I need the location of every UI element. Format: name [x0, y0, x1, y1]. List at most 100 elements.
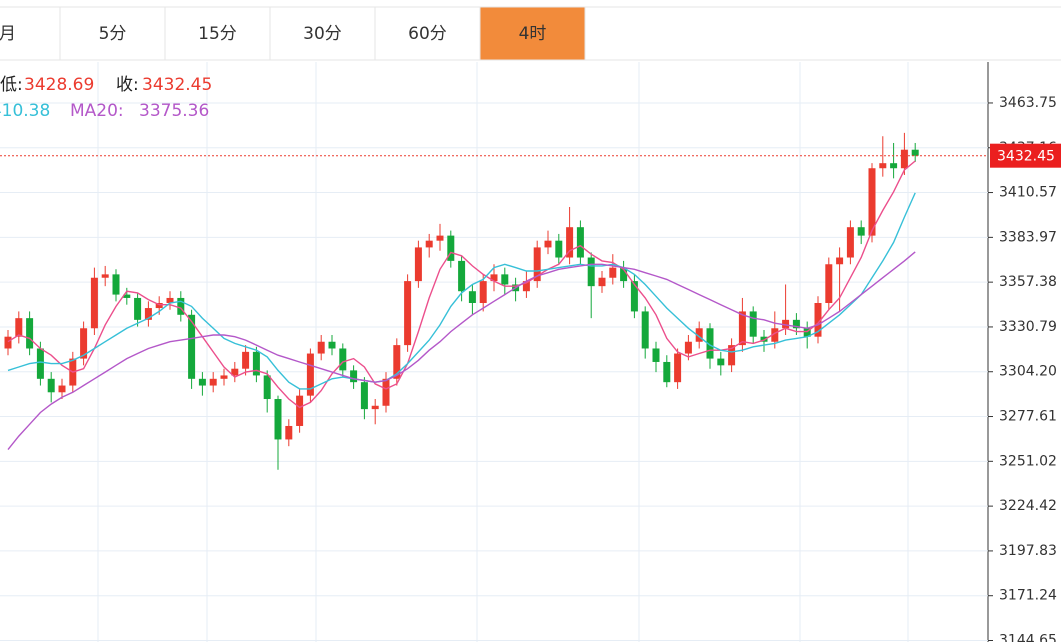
y-tick-label: 3383.97: [999, 229, 1057, 245]
candle-body: [771, 328, 779, 342]
candle-body: [911, 149, 919, 156]
candle-body: [458, 260, 466, 292]
candle-body: [296, 395, 304, 426]
candle-body: [80, 328, 88, 359]
candle-body: [134, 297, 142, 320]
candle-body: [123, 294, 131, 298]
tab-label[interactable]: 15分: [198, 24, 237, 44]
candle-body: [544, 240, 552, 248]
candle-body: [609, 267, 617, 278]
tab[interactable]: [374, 6, 481, 61]
candle-body: [760, 336, 768, 342]
ma-line: [7, 251, 916, 451]
candle-body: [825, 264, 833, 304]
candle-body: [414, 247, 422, 282]
y-tick-label: 3330.79: [999, 319, 1057, 335]
tab[interactable]: [269, 6, 376, 61]
candle-body: [188, 314, 196, 379]
candle-body: [738, 311, 746, 346]
tab-label[interactable]: 30分: [303, 24, 342, 44]
candle-body: [371, 405, 379, 410]
candle-body: [436, 235, 444, 241]
candle-body: [177, 297, 185, 315]
candle-body: [47, 378, 55, 393]
candle-body: [555, 240, 563, 258]
candle-body: [198, 378, 206, 386]
candle-body: [900, 149, 908, 169]
candle-body: [479, 281, 487, 304]
candle-body: [90, 277, 98, 329]
candle-body: [101, 274, 109, 278]
y-tick-label: 3410.57: [999, 185, 1057, 201]
candle-body: [641, 311, 649, 349]
candle-body: [879, 163, 887, 169]
candle-body: [4, 336, 12, 349]
candle-body: [522, 281, 530, 292]
candle-body: [306, 353, 314, 396]
candle-body: [209, 378, 217, 386]
candle-body: [155, 303, 163, 309]
tab-bar: 月 5分 15分 30分 60分 4时: [0, 6, 586, 61]
candle-body: [393, 345, 401, 379]
candle-body: [339, 348, 347, 371]
candle-body: [317, 341, 325, 354]
close-label: 收:: [116, 75, 139, 95]
ma20-value: 3375.36: [139, 101, 209, 121]
candle-body: [252, 351, 260, 376]
candle-body: [717, 358, 725, 366]
candle-body: [663, 361, 671, 383]
candle-body: [15, 318, 23, 337]
candle-body: [652, 348, 660, 362]
candle-body: [242, 351, 250, 369]
y-tick-label: 3277.61: [999, 409, 1057, 425]
price-tag-label: 3432.45: [997, 149, 1055, 165]
tab-label[interactable]: 月: [0, 24, 16, 44]
tab[interactable]: [0, 6, 61, 61]
candle-body: [684, 341, 692, 354]
candle-body: [803, 328, 811, 337]
tab-label[interactable]: 60分: [408, 24, 447, 44]
low-value: 3428.69: [24, 75, 94, 95]
candle-body: [630, 281, 638, 312]
candle-body: [112, 274, 120, 295]
candle-body: [868, 168, 876, 236]
candle-body: [566, 227, 574, 258]
candle-body: [404, 281, 412, 346]
candle-body: [166, 297, 174, 304]
y-tick-label: 3197.83: [999, 543, 1057, 559]
tab-label[interactable]: 5分: [99, 24, 127, 44]
candle-body: [425, 240, 433, 248]
candle-body: [846, 227, 854, 258]
tab[interactable]: [479, 6, 586, 61]
candle-body: [58, 385, 66, 393]
candle-body: [792, 319, 800, 329]
candle-body: [220, 375, 228, 379]
candle-body: [490, 274, 498, 282]
ma20-label: MA20:: [70, 101, 124, 121]
candle-body: [782, 319, 790, 329]
candle-body: [598, 277, 606, 287]
candle-body: [144, 308, 152, 320]
candle-body: [36, 348, 44, 379]
tab[interactable]: [59, 6, 166, 61]
ma-line: [7, 160, 916, 409]
y-tick-label: 3357.38: [999, 274, 1057, 290]
candle-body: [706, 328, 714, 359]
y-tick-label: 3251.02: [999, 453, 1057, 469]
candle-body: [620, 267, 628, 282]
y-tick-label: 3144.65: [999, 633, 1057, 642]
candle-body: [468, 291, 476, 304]
close-value: 3432.45: [142, 75, 212, 95]
price-tag: [990, 143, 1061, 168]
y-tick-label: 3171.24: [999, 588, 1057, 604]
candle-body: [674, 353, 682, 383]
candle-body: [447, 235, 455, 261]
tab-label[interactable]: 4时: [519, 24, 547, 44]
candle-body: [274, 399, 282, 440]
candle-body: [695, 328, 703, 342]
y-tick-label: 3463.75: [999, 95, 1057, 111]
candle-body: [533, 247, 541, 282]
candle-body: [263, 375, 271, 400]
